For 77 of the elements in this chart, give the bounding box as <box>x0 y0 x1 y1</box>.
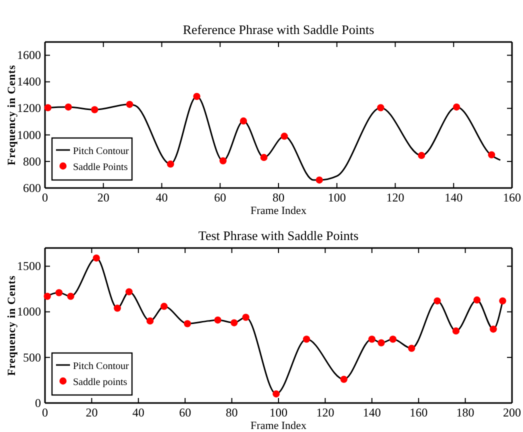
x-tick-label: 140 <box>362 406 381 420</box>
x-tick-label: 60 <box>179 406 192 420</box>
x-tick-label: 100 <box>328 190 346 205</box>
y-tick-label: 800 <box>23 154 41 168</box>
point <box>302 336 310 343</box>
point <box>434 297 441 304</box>
x-tick-label: 80 <box>272 190 284 205</box>
x-tick-label: 140 <box>444 190 463 205</box>
legend-label: Pitch Contour <box>73 146 130 157</box>
y-tick-label: 0 <box>35 396 41 410</box>
point <box>408 344 416 352</box>
y-tick-label: 1000 <box>17 128 41 142</box>
x-tick-label: 20 <box>86 406 98 420</box>
point <box>214 316 222 324</box>
x-tick-label: 40 <box>132 406 144 420</box>
point <box>490 326 497 333</box>
x-tick-label: 20 <box>97 190 110 205</box>
point <box>44 292 51 300</box>
y-axis-title: Frequency in Cents <box>6 275 18 376</box>
point <box>67 292 74 300</box>
point <box>499 297 506 304</box>
point <box>260 154 268 162</box>
x-tick-label: 160 <box>410 406 428 420</box>
point <box>44 104 52 112</box>
y-tick-label: 600 <box>23 180 41 195</box>
y-tick-label: 1500 <box>17 259 41 274</box>
point <box>240 117 248 125</box>
x-tick-label: 40 <box>156 190 168 205</box>
point <box>146 317 154 324</box>
point <box>160 302 168 310</box>
y-tick-label: 1400 <box>17 74 41 89</box>
point <box>452 103 460 111</box>
legend-label: Saddle Points <box>73 162 128 173</box>
point <box>55 289 63 296</box>
point <box>64 103 72 111</box>
y-tick-label: 1200 <box>17 101 41 116</box>
point <box>418 152 426 160</box>
point <box>166 160 174 168</box>
point <box>219 157 227 164</box>
x-tick-label: 100 <box>270 406 288 420</box>
point <box>91 106 98 114</box>
x-tick-label: 120 <box>386 190 404 205</box>
x-tick-label: 180 <box>456 406 474 420</box>
x-axis-title: Frame Index <box>250 205 307 217</box>
point <box>378 339 385 346</box>
x-tick-label: 60 <box>214 190 226 205</box>
point <box>92 254 100 262</box>
point <box>473 296 481 304</box>
point <box>242 314 250 321</box>
point <box>184 320 192 328</box>
point <box>193 92 200 100</box>
point <box>488 151 496 158</box>
legend-label: Saddle points <box>73 377 128 388</box>
point <box>368 336 376 343</box>
point <box>280 132 288 140</box>
x-tick-label: 200 <box>503 406 521 420</box>
legend-label: Pitch Contour <box>73 361 130 372</box>
point <box>272 390 280 398</box>
point <box>389 336 396 343</box>
x-tick-label: 80 <box>226 406 238 420</box>
point <box>316 176 323 184</box>
y-tick-label: 1600 <box>17 48 41 62</box>
x-tick-label: 160 <box>503 190 521 205</box>
point <box>452 327 460 335</box>
point <box>126 100 134 108</box>
chart-title: Reference Phrase with Saddle Points <box>182 22 374 37</box>
y-axis-title: Frequency in Cents <box>6 64 18 166</box>
x-axis-title: Frame Index <box>250 420 307 432</box>
y-tick-label: 1000 <box>17 304 41 319</box>
point <box>125 288 133 296</box>
y-tick-label: 500 <box>23 350 41 364</box>
point <box>377 104 384 112</box>
chart-title: Test Phrase with Saddle Points <box>198 228 359 243</box>
point <box>114 304 121 312</box>
point <box>340 376 348 383</box>
x-tick-label: 120 <box>316 406 334 420</box>
point <box>230 319 238 326</box>
